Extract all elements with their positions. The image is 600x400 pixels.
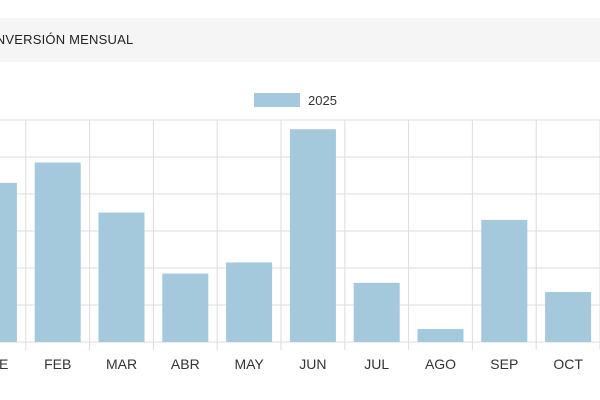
x-tick-mar: MAR	[106, 356, 137, 372]
x-tick-jun: JUN	[299, 356, 326, 372]
bar-jun[interactable]	[289, 129, 336, 342]
x-tick-labels: ENE FEB MAR ABR MAY JUN JUL AGO SEP OCT	[0, 356, 583, 372]
bar-may[interactable]	[226, 262, 273, 342]
bar-feb[interactable]	[34, 162, 81, 342]
x-tick-ene: ENE	[0, 356, 8, 372]
x-tick-oct: OCT	[553, 356, 583, 372]
x-tick-sep: SEP	[490, 356, 518, 372]
x-tick-ago: AGO	[425, 356, 456, 372]
bar-ago[interactable]	[417, 329, 464, 342]
bar-abr[interactable]	[162, 273, 209, 342]
legend-swatch	[254, 93, 300, 107]
bar-mar[interactable]	[98, 212, 145, 343]
legend-label: 2025	[308, 93, 337, 108]
chart-header: INVERSIÓN MENSUAL	[0, 18, 600, 62]
x-tick-abr: ABR	[171, 356, 200, 372]
bar-oct[interactable]	[545, 292, 592, 342]
bar-sep[interactable]	[481, 219, 528, 342]
legend[interactable]: 2025	[254, 93, 337, 108]
x-tick-may: MAY	[234, 356, 264, 372]
chart-title: INVERSIÓN MENSUAL	[0, 32, 134, 47]
x-tick-jul: JUL	[364, 356, 389, 372]
x-tick-feb: FEB	[44, 356, 71, 372]
bar-jul[interactable]	[353, 282, 400, 342]
bar-ene[interactable]	[0, 182, 17, 342]
bars	[0, 129, 592, 343]
